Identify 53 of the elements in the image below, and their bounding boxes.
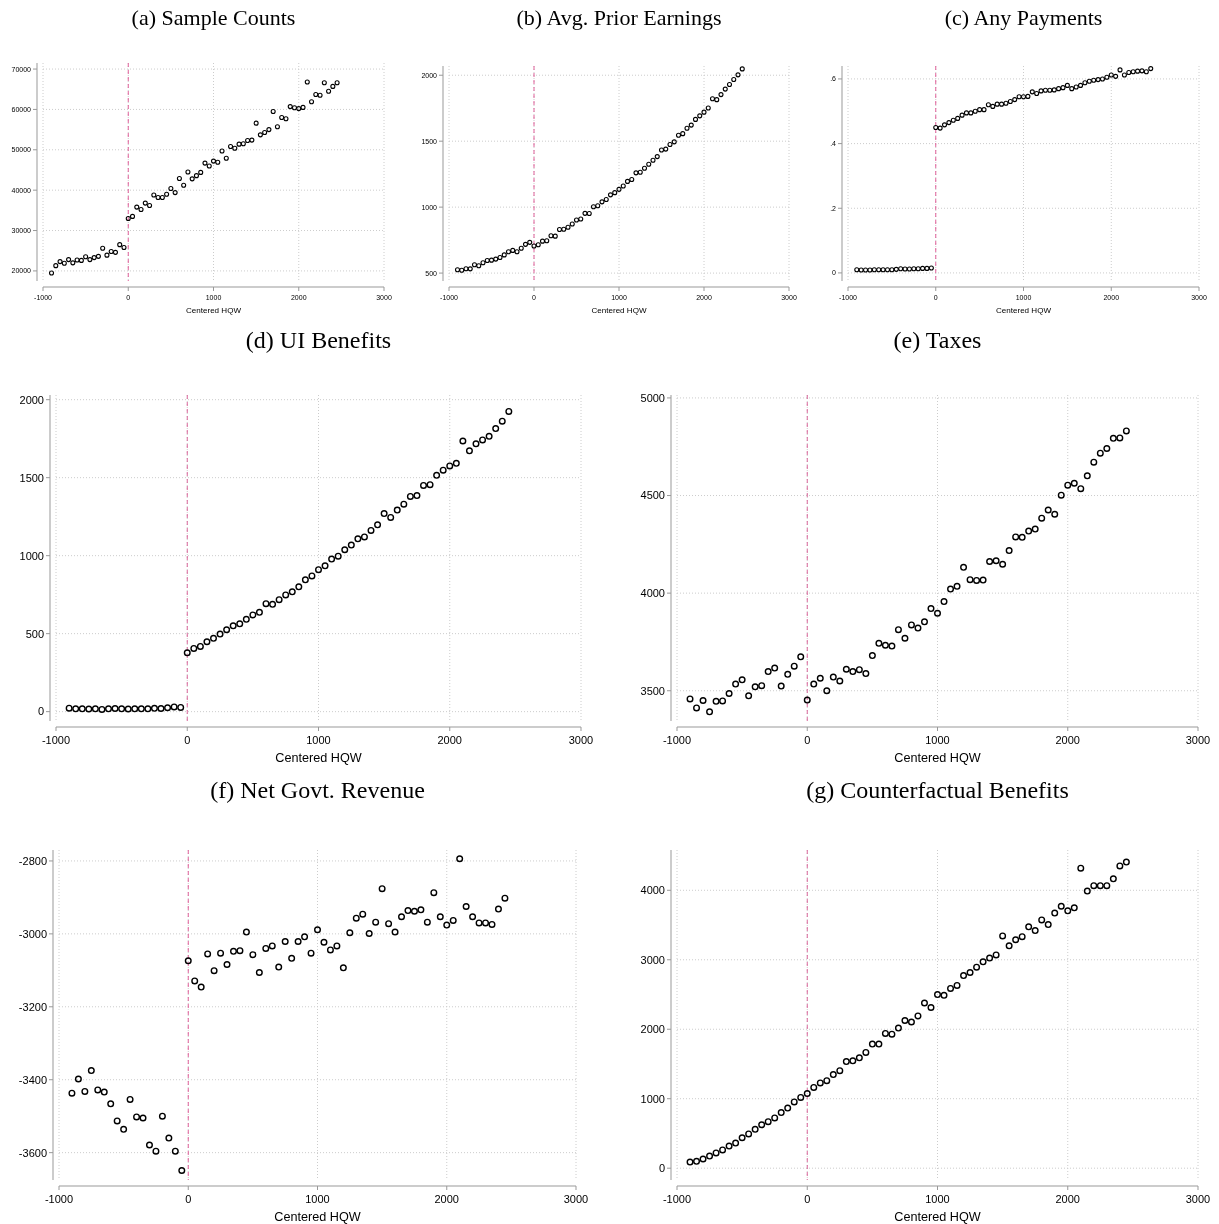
y-tick-label: 1000 <box>19 549 44 562</box>
y-tick-label: 3500 <box>640 684 665 697</box>
x-tick-label: 0 <box>184 734 191 746</box>
x-axis-title: Centered HQW <box>274 1210 361 1224</box>
chart-title: (a) Sample Counts <box>131 5 296 30</box>
x-tick-label: -1000 <box>41 734 71 746</box>
x-axis-title: Centered HQW <box>185 306 242 316</box>
y-tick-label: -3600 <box>18 1146 47 1159</box>
x-axis-title: Centered HQW <box>275 751 362 766</box>
x-tick-label: 2000 <box>437 734 462 746</box>
y-tick-label: -3200 <box>18 1000 47 1013</box>
chart-title: (f) Net Govt. Revenue <box>210 777 425 803</box>
x-axis-title: Centered HQW <box>894 1210 981 1224</box>
y-tick-label: 2000 <box>640 1023 665 1036</box>
chart-title: (g) Counterfactual Benefits <box>806 777 1069 803</box>
chart-title: (e) Taxes <box>893 327 982 353</box>
x-tick-label: 3000 <box>1185 734 1211 746</box>
chart-title: (c) Any Payments <box>944 5 1103 30</box>
x-tick-label: 2000 <box>434 1193 459 1205</box>
x-tick-label: 1000 <box>925 734 950 746</box>
x-tick-label: 0 <box>804 1193 811 1205</box>
y-tick-label: 4000 <box>640 884 665 897</box>
y-tick-label: -2800 <box>18 854 47 867</box>
y-tick-label: -3400 <box>18 1073 47 1086</box>
y-tick-label: 0 <box>658 1162 665 1175</box>
x-tick-label: 3000 <box>563 1193 589 1205</box>
chart-title: (b) Avg. Prior Earnings <box>516 5 722 30</box>
chart-title: (d) UI Benefits <box>245 327 392 353</box>
x-tick-label: 2000 <box>1055 1193 1080 1205</box>
y-tick-label: 5000 <box>640 391 665 404</box>
x-axis-title: Centered HQW <box>894 751 981 766</box>
y-tick-label: 3000 <box>640 953 665 966</box>
x-tick-label: 3000 <box>1185 1193 1211 1205</box>
x-axis-title: Centered HQW <box>591 306 647 316</box>
y-tick-label: 0 <box>37 705 44 718</box>
y-tick-label: 1500 <box>19 471 44 484</box>
x-tick-label: 1000 <box>306 734 331 746</box>
x-tick-label: 3000 <box>568 734 594 746</box>
y-tick-label: 4500 <box>640 489 665 502</box>
x-tick-label: -1000 <box>662 1193 692 1205</box>
y-tick-label: 500 <box>25 627 44 640</box>
y-tick-label: 4000 <box>640 586 665 599</box>
x-tick-label: -1000 <box>662 734 692 746</box>
y-tick-label: 1000 <box>640 1092 665 1105</box>
x-tick-label: 2000 <box>1055 734 1080 746</box>
x-tick-label: 1000 <box>925 1193 950 1205</box>
x-tick-label: 0 <box>185 1193 192 1205</box>
x-axis-title: Centered HQW <box>995 306 1052 316</box>
x-tick-label: 1000 <box>305 1193 330 1205</box>
y-tick-label: -3000 <box>18 927 47 940</box>
x-tick-label: 0 <box>804 734 811 746</box>
y-tick-label: 2000 <box>19 393 44 406</box>
x-tick-label: -1000 <box>44 1193 74 1205</box>
